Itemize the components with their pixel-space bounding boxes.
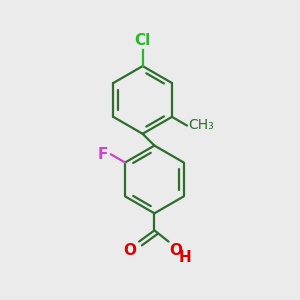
Text: Cl: Cl [134, 32, 151, 47]
Text: O: O [169, 243, 182, 258]
Text: O: O [124, 243, 137, 258]
Text: H: H [179, 250, 192, 265]
Text: F: F [98, 147, 108, 162]
Text: CH₃: CH₃ [188, 118, 214, 132]
